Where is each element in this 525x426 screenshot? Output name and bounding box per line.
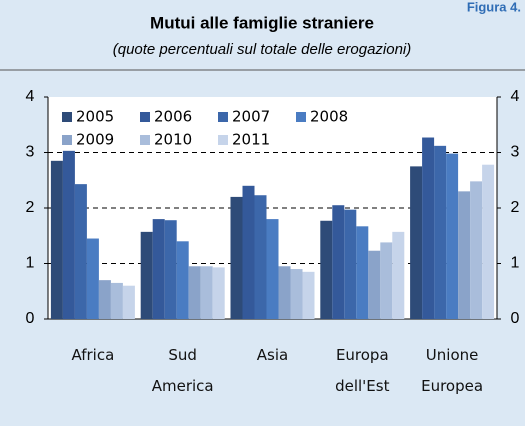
bar — [212, 267, 225, 319]
bar — [482, 164, 495, 319]
bar — [74, 184, 87, 319]
legend-swatch — [62, 135, 72, 145]
bar — [62, 150, 75, 319]
chart-subtitle: (quote percentuali sul totale delle erog… — [113, 41, 412, 58]
legend-label: 2009 — [76, 131, 114, 149]
bar — [110, 282, 123, 319]
figure-label: Figura 4. — [467, 0, 521, 14]
bar — [446, 153, 459, 319]
bar — [392, 231, 405, 319]
bar — [86, 238, 99, 319]
legend-label: 2010 — [154, 131, 192, 149]
bar — [164, 220, 177, 319]
bar — [50, 160, 63, 319]
y2-tick-label: 3 — [511, 144, 520, 161]
bar — [254, 195, 267, 319]
bar — [242, 185, 255, 319]
bar — [368, 250, 381, 319]
legend-label: 2011 — [232, 131, 270, 149]
bar — [200, 266, 213, 319]
bar — [140, 231, 153, 319]
bar — [470, 181, 483, 319]
bar — [176, 241, 189, 319]
x-tick-label: Europa dell'Est — [335, 346, 390, 395]
y-tick-label: 0 — [26, 310, 35, 327]
legend-swatch — [218, 135, 228, 145]
bar — [332, 205, 345, 319]
y-tick-label: 2 — [26, 199, 35, 216]
legend-label: 2005 — [76, 108, 114, 126]
legend-swatch — [296, 112, 306, 122]
bar — [422, 137, 435, 319]
bar — [122, 285, 135, 319]
legend-swatch — [140, 135, 150, 145]
bar — [410, 166, 423, 319]
bar — [356, 226, 369, 319]
x-tick-label: Unione Europea — [421, 346, 484, 395]
bar — [278, 266, 291, 319]
bar — [302, 271, 315, 319]
legend-box — [56, 104, 376, 150]
bar — [344, 209, 357, 319]
y2-tick-label: 2 — [511, 199, 520, 216]
legend-label: 2006 — [154, 108, 192, 126]
x-tick-label: Asia — [256, 346, 289, 364]
bar — [290, 269, 303, 319]
bar — [98, 280, 111, 319]
y-tick-label: 3 — [26, 144, 35, 161]
bar — [320, 220, 333, 319]
y-tick-label: 4 — [26, 88, 35, 105]
legend-swatch — [62, 112, 72, 122]
legend-swatch — [218, 112, 228, 122]
bar — [266, 219, 279, 319]
legend-swatch — [140, 112, 150, 122]
y-tick-label: 1 — [26, 255, 35, 272]
bar — [230, 196, 243, 319]
chart-title: Mutui alle famiglie straniere — [150, 13, 374, 32]
legend-label: 2007 — [232, 108, 270, 126]
x-tick-label: Africa — [71, 346, 115, 364]
x-tick-label: Sud America — [151, 346, 214, 395]
bar — [188, 266, 201, 319]
y2-tick-label: 0 — [511, 310, 520, 327]
bar — [458, 191, 471, 319]
bar — [152, 219, 165, 319]
legend-label: 2008 — [310, 108, 348, 126]
bar — [434, 145, 447, 319]
y2-tick-label: 1 — [511, 255, 520, 272]
bar — [380, 242, 393, 319]
y2-tick-label: 4 — [511, 88, 520, 105]
